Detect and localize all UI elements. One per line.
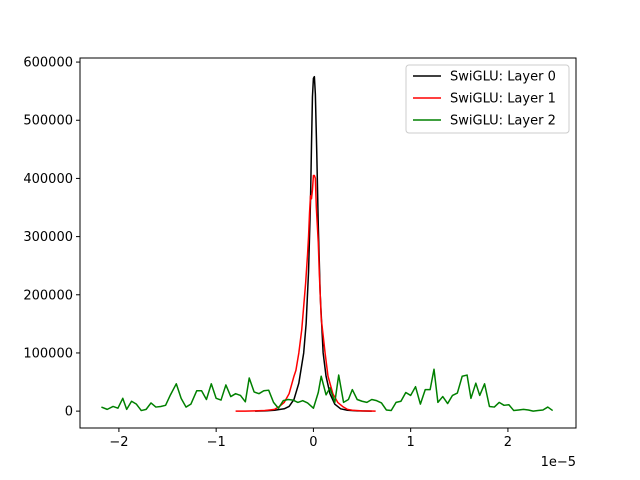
y-tick-label: 0: [65, 405, 73, 420]
legend-box: [405, 64, 570, 134]
legend-label-layer-0: SwiGLU: Layer 0: [450, 70, 556, 85]
series-layer: [101, 75, 554, 412]
series-line-layer-0: [255, 75, 372, 412]
series-line-layer-1: [235, 174, 376, 412]
x-tick-label: −2: [109, 435, 128, 450]
legend: SwiGLU: Layer 0 SwiGLU: Layer 1 SwiGLU: La…: [405, 64, 570, 134]
series-line-layer-2: [101, 368, 554, 412]
x-axis-offset-text: 1e−5: [541, 455, 576, 470]
x-tick-label: 2: [504, 435, 512, 450]
x-tick-label: −1: [207, 435, 226, 450]
y-tick-label: 500000: [23, 114, 73, 129]
y-tick-label: 600000: [23, 56, 73, 71]
y-tick-label: 400000: [23, 172, 73, 187]
legend-label-layer-2: SwiGLU: Layer 2: [450, 114, 556, 129]
x-tick-label: 1: [407, 435, 415, 450]
plot-frame: [79, 57, 577, 429]
x-axis: −2 −1 0 1 2: [109, 428, 512, 450]
y-tick-label: 300000: [23, 230, 73, 245]
y-tick-label: 100000: [23, 346, 73, 361]
y-axis: 0 100000 200000 300000 400000 500000 600000: [23, 56, 80, 420]
x-tick-label: 0: [309, 435, 317, 450]
legend-label-layer-1: SwiGLU: Layer 1: [450, 92, 556, 107]
y-tick-label: 200000: [23, 288, 73, 303]
